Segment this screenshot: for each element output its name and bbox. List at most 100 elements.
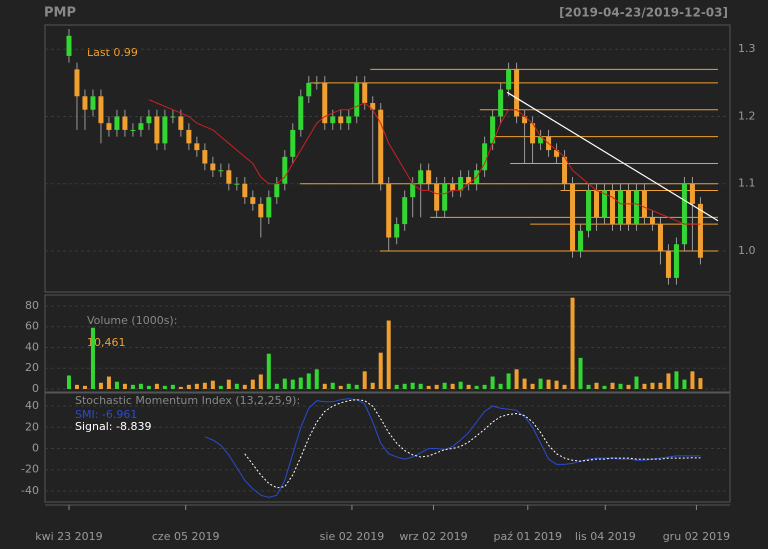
volume-bar xyxy=(298,377,303,389)
volume-bar xyxy=(666,373,671,389)
date-range: [2019-04-23/2019-12-03] xyxy=(559,6,728,20)
x-tick-label: wrz 02 2019 xyxy=(399,530,467,543)
candle-body xyxy=(194,143,200,151)
volume-bar xyxy=(658,382,663,389)
volume-bar xyxy=(154,383,159,389)
volume-bar xyxy=(90,327,95,389)
x-tick-label: paź 01 2019 xyxy=(494,530,562,543)
candle-body xyxy=(458,176,464,191)
y-tick-label: 1.3 xyxy=(738,42,756,55)
volume-bar xyxy=(674,371,679,389)
candle-body xyxy=(306,82,312,97)
volume-bar xyxy=(466,384,471,389)
volume-bar xyxy=(394,384,399,389)
volume-bar xyxy=(522,378,527,389)
candle-body xyxy=(410,183,416,198)
candle-body xyxy=(250,197,256,204)
volume-bar xyxy=(258,374,263,389)
volume-bar xyxy=(186,384,191,389)
volume-bar xyxy=(450,383,455,389)
volume-bar xyxy=(370,382,375,389)
candle-body xyxy=(498,89,504,117)
candle-body xyxy=(282,156,288,184)
candle-body xyxy=(298,96,304,130)
y-tick-label: 20 xyxy=(25,361,39,374)
candle-body xyxy=(354,82,360,117)
volume-bar xyxy=(354,384,359,389)
candle-body xyxy=(530,123,536,144)
volume-bar xyxy=(642,383,647,389)
volume-bar xyxy=(506,373,511,389)
volume-bar xyxy=(458,381,463,389)
volume-bar xyxy=(138,383,143,389)
candle-body xyxy=(602,190,608,218)
volume-bar xyxy=(122,383,127,389)
trend-line xyxy=(506,91,719,222)
volume-bar xyxy=(162,385,167,389)
candle-body xyxy=(506,69,512,90)
y-tick-label: 0 xyxy=(32,382,39,395)
volume-bar xyxy=(130,384,135,389)
candle-body xyxy=(202,150,208,164)
candle-body xyxy=(330,116,336,124)
candle-body xyxy=(130,129,136,131)
y-tick-label: 1.1 xyxy=(738,177,756,190)
volume-bar xyxy=(626,384,631,389)
candle-body xyxy=(673,244,679,278)
x-tick-label: kwi 23 2019 xyxy=(35,530,102,543)
candle-body xyxy=(258,203,264,218)
candle-body xyxy=(370,103,376,110)
volume-bar xyxy=(218,385,223,389)
candle-body xyxy=(514,69,520,117)
candle-body xyxy=(681,183,687,245)
x-tick-label: sie 02 2019 xyxy=(320,530,385,543)
candle-body xyxy=(522,116,528,124)
candle-body xyxy=(218,170,224,172)
volume-bar xyxy=(594,382,599,389)
candle-body xyxy=(234,183,240,185)
volume-bar xyxy=(234,383,239,389)
candle-body xyxy=(146,116,152,124)
candle-body xyxy=(90,96,96,110)
volume-bar xyxy=(274,383,279,389)
candle-body xyxy=(434,183,440,211)
candle-body xyxy=(538,136,544,144)
volume-bar xyxy=(402,383,407,389)
smi-line xyxy=(204,398,701,498)
volume-bar xyxy=(314,369,319,389)
volume-bar xyxy=(194,383,199,389)
candle-body xyxy=(322,82,328,124)
candle-body xyxy=(617,190,623,225)
candle-body xyxy=(594,190,600,218)
candle-body xyxy=(562,156,568,184)
legend-entry: Signal: -8.839 xyxy=(75,420,151,433)
volume-bar xyxy=(170,384,175,389)
volume-bar xyxy=(210,380,215,389)
volume-bar xyxy=(98,382,103,389)
candle-body xyxy=(106,123,112,130)
candle-body xyxy=(649,217,655,225)
candle-body xyxy=(665,250,671,278)
volume-bar xyxy=(690,371,695,389)
candle-body xyxy=(242,183,248,198)
x-tick-label: gru 02 2019 xyxy=(663,530,730,543)
y-tick-label: 20 xyxy=(25,420,39,433)
y-tick-label: 1.2 xyxy=(738,109,756,122)
volume-bar xyxy=(74,384,79,389)
x-tick-label: lis 04 2019 xyxy=(575,530,636,543)
candle-body xyxy=(362,82,368,104)
y-tick-label: 40 xyxy=(25,340,39,353)
y-tick-label: 0 xyxy=(32,442,39,455)
x-tick-label: cze 05 2019 xyxy=(152,530,220,543)
volume-bar xyxy=(618,383,623,389)
candle-body xyxy=(482,143,488,171)
panel-frame xyxy=(44,294,731,393)
candle-body xyxy=(641,190,647,218)
candle-body xyxy=(74,69,80,97)
volume-bar xyxy=(306,373,311,389)
candle-body xyxy=(226,170,232,184)
volume-bar xyxy=(490,376,495,389)
candle-body xyxy=(346,116,352,124)
volume-label: Volume (1000s): xyxy=(87,314,177,327)
